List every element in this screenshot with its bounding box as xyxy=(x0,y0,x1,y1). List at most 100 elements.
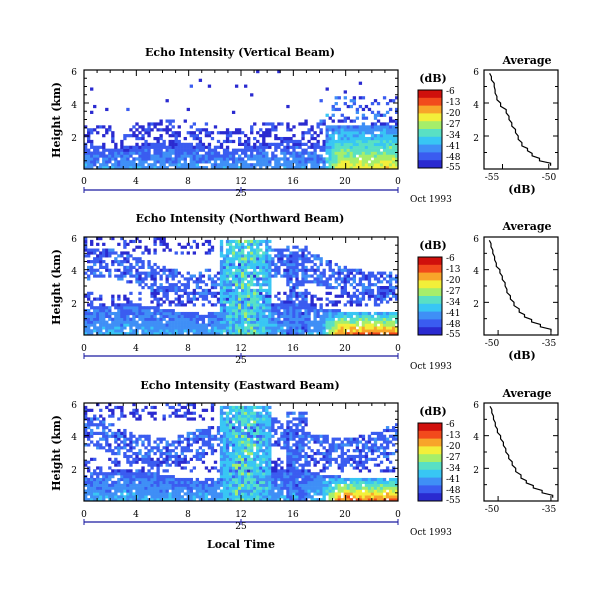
heatmap-cell xyxy=(138,163,142,167)
heatmap-cell xyxy=(165,477,169,482)
heatmap-cell xyxy=(222,288,227,293)
heatmap-cell xyxy=(247,417,251,421)
heatmap-cell xyxy=(244,148,248,152)
heatmap-cell xyxy=(346,116,350,120)
heatmap-cell xyxy=(168,283,172,287)
heatmap-cell xyxy=(108,443,112,447)
heatmap-cell xyxy=(274,166,278,170)
heatmap-cell xyxy=(262,306,266,310)
heatmap-cell xyxy=(244,257,248,261)
heatmap-cell xyxy=(361,136,366,141)
heatmap-cell xyxy=(129,472,133,476)
heatmap-cell xyxy=(159,239,163,244)
heatmap-cell xyxy=(123,154,127,158)
heatmap-cell xyxy=(340,317,344,321)
heatmap-cell xyxy=(201,145,206,149)
heatmap-cell xyxy=(195,311,200,316)
heatmap-cell xyxy=(111,131,115,135)
heatmap-cell xyxy=(111,431,115,435)
colorbar-swatch xyxy=(418,272,442,281)
heatmap-cell xyxy=(84,271,88,275)
heatmap-cell xyxy=(241,268,245,272)
heatmap-cell xyxy=(247,428,251,433)
heatmap-cell xyxy=(138,291,142,295)
heatmap-cell xyxy=(271,420,275,424)
heatmap-cell xyxy=(225,483,230,487)
heatmap-cell xyxy=(177,125,181,129)
heatmap-cell xyxy=(274,294,278,298)
heatmap-cell xyxy=(225,254,230,258)
heatmap-cell xyxy=(234,411,239,415)
heatmap-cell xyxy=(328,311,332,316)
heatmap-cell xyxy=(253,262,257,267)
heatmap-cell xyxy=(192,431,197,435)
heatmap-cell xyxy=(105,154,109,158)
heatmap-cell xyxy=(192,122,197,126)
heatmap-cell xyxy=(280,446,284,450)
heatmap-cell xyxy=(183,277,187,281)
heatmap-cell xyxy=(237,262,242,267)
heatmap-cell xyxy=(84,405,88,410)
heatmap-cell xyxy=(234,84,239,88)
heatmap-cell xyxy=(159,148,163,152)
heatmap-cell xyxy=(135,457,139,461)
heatmap-cell xyxy=(195,317,200,321)
heatmap-cell xyxy=(394,128,399,132)
heatmap-cell xyxy=(195,440,200,444)
heatmap-cell xyxy=(289,145,293,149)
heatmap-cell xyxy=(186,291,190,295)
heatmap-cell xyxy=(343,125,347,129)
heatmap-cell xyxy=(207,160,212,164)
heatmap-cell xyxy=(259,486,263,490)
heatmap-cell xyxy=(328,323,332,327)
heatmap-cell xyxy=(262,239,266,244)
heatmap-cell xyxy=(319,314,323,318)
heatmap-cell xyxy=(234,239,239,244)
heatmap-cell xyxy=(247,320,251,324)
heatmap-cell xyxy=(250,323,254,327)
heatmap-cell xyxy=(313,160,317,164)
heatmap-cell xyxy=(192,437,197,441)
heatmap-cell xyxy=(150,122,154,126)
heatmap-cell xyxy=(129,469,133,473)
heatmap-cell xyxy=(144,139,148,144)
heatmap-cell xyxy=(328,157,332,161)
heatmap-cell xyxy=(117,311,121,316)
heatmap-cell xyxy=(231,314,236,318)
heatmap-cell xyxy=(144,446,148,450)
heatmap-cell xyxy=(168,157,172,161)
heatmap-cell xyxy=(334,154,338,158)
heatmap-cell xyxy=(234,408,239,412)
colorbar-swatch xyxy=(418,136,442,145)
heatmap-cell xyxy=(283,311,287,316)
heatmap-cell xyxy=(307,326,311,330)
heatmap-cell xyxy=(250,265,254,269)
heatmap-cell xyxy=(316,145,320,149)
heatmap-cell xyxy=(87,326,91,330)
heatmap-cell xyxy=(120,486,124,490)
heatmap-cell xyxy=(168,452,172,456)
heatmap-cell xyxy=(268,122,272,126)
heatmap-cell xyxy=(195,480,200,484)
heatmap-cell xyxy=(259,260,263,264)
heatmap-cell xyxy=(195,332,200,336)
heatmap-cell xyxy=(180,303,184,307)
heatmap-cell xyxy=(198,274,203,278)
heatmap-cell xyxy=(340,136,344,141)
heatmap-cell xyxy=(168,492,172,496)
heatmap-cell xyxy=(225,271,230,275)
heatmap-cell xyxy=(132,472,136,476)
heatmap-cell xyxy=(307,320,311,324)
heatmap-cell xyxy=(340,320,344,324)
heatmap-cell xyxy=(129,134,133,138)
heatmap-cell xyxy=(289,274,293,278)
heatmap-cell xyxy=(189,311,193,316)
heatmap-cell xyxy=(186,326,190,330)
heatmap-cell xyxy=(352,286,357,290)
heatmap-cell xyxy=(256,423,260,427)
heatmap-cell xyxy=(213,154,218,158)
heatmap-cell xyxy=(144,329,148,333)
heatmap-cell xyxy=(379,163,384,167)
heatmap-cell xyxy=(99,472,103,476)
heatmap-cell xyxy=(138,160,142,164)
